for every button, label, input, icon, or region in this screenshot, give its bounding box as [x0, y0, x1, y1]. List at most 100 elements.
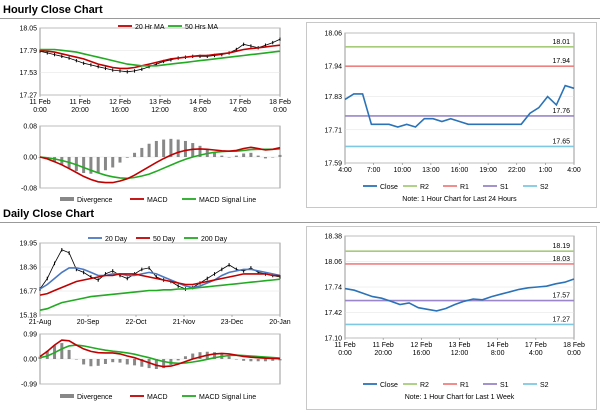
daily-macd-divergence-bar [271, 359, 275, 361]
daily-macd-divergence-bar [67, 349, 71, 359]
daily-macd-divergence-bar [111, 359, 115, 363]
daily-macd-divergence-bar [74, 359, 78, 360]
daily-macd-divergence-bar [103, 359, 107, 364]
hourly-price-xtick-label: 11 Feb [69, 99, 90, 106]
daily-price-xtick-label: 23-Dec [221, 319, 244, 326]
hourly-macd-divergence-bar [147, 143, 151, 157]
daily-levels-close-line [344, 278, 575, 312]
hourly-levels-level-label-s1: 17.76 [552, 108, 570, 115]
hourly-macd-divergence-bar [213, 152, 217, 157]
hourly-macd-divergence-bar [263, 157, 267, 159]
daily-levels-xtick-label: 13 Feb [449, 342, 471, 349]
daily-levels-xtick-label: 8:00 [491, 350, 505, 357]
daily-macd-divergence-bar [125, 359, 129, 365]
hourly-levels-xtick-label: 4:00 [567, 167, 581, 174]
hourly-macd-divergence-bar [256, 155, 260, 157]
hourly-macd-divergence-bar [242, 153, 246, 157]
hourly-price-xtick-label: 13 Feb [149, 99, 171, 106]
daily-macd-ytick-label: 0.00 [23, 357, 37, 364]
hourly-macd-macd-line [39, 146, 281, 184]
daily-macd-divergence-bar [249, 359, 253, 362]
hourly-section-title: Hourly Close Chart [3, 4, 103, 16]
hourly-levels-ytick-label: 17.83 [324, 94, 342, 101]
daily-macd-ytick-label: -0.99 [21, 382, 37, 389]
hourly-macd-legend-signal-label: MACD Signal Line [199, 197, 256, 204]
hourly-macd-divergence-bar [133, 152, 137, 157]
hourly-price-xtick-label: 8:00 [193, 107, 207, 114]
hourly-levels-xtick-label: 22:00 [508, 167, 526, 174]
daily-macd-divergence-bar [140, 359, 144, 367]
daily-price-xtick-label: 21-Aug [29, 319, 52, 326]
hourly-macd-divergence-bar [198, 145, 202, 157]
daily-price-ytick-label: 19.95 [19, 241, 37, 248]
daily-macd-divergence-bar [118, 359, 122, 363]
hourly-macd-divergence-bar [154, 140, 158, 157]
daily-macd-ytick-label: 0.99 [23, 332, 37, 339]
hourly-levels-legend-s1-label: S1 [500, 184, 509, 191]
hourly-price-series-line [40, 48, 281, 67]
daily-title-rule [0, 222, 600, 223]
hourly-levels-close-line [344, 84, 575, 128]
hourly-price-xtick-label: 18 Feb [269, 99, 291, 106]
hourly-levels-panel [306, 22, 597, 208]
daily-macd-divergence-bar [89, 359, 93, 367]
daily-macd-divergence-bar [256, 359, 260, 362]
daily-macd-divergence-bar [227, 356, 231, 359]
daily-macd-legend-divergence-swatch [60, 394, 74, 398]
daily-macd-macd-line [39, 339, 281, 368]
daily-legend-200day-label: 200 Day [201, 236, 228, 243]
hourly-price-xtick-label: 16:00 [111, 107, 129, 114]
hourly-levels-xtick-label: 13:00 [422, 167, 440, 174]
daily-macd-divergence-bar [191, 353, 195, 359]
hourly-price-series-line [39, 44, 281, 70]
daily-levels-xtick-label: 12 Feb [410, 342, 432, 349]
daily-levels-xtick-label: 0:00 [338, 350, 352, 357]
daily-macd-divergence-bar [154, 359, 158, 369]
daily-legend-50day-label: 50 Day [153, 236, 176, 243]
daily-macd-divergence-bar [263, 359, 267, 362]
hourly-levels-level-label-r2: 18.01 [552, 39, 570, 46]
daily-levels-xtick-label: 11 Feb [334, 342, 355, 349]
daily-macd-divergence-bar [82, 359, 86, 365]
daily-levels-xtick-label: 20:00 [374, 350, 392, 357]
daily-macd-divergence-bar [96, 359, 100, 366]
hourly-price-xtick-label: 17 Feb [229, 99, 251, 106]
hourly-macd-legend-divergence-swatch [60, 197, 74, 201]
daily-macd-legend-signal-label: MACD Signal Line [199, 394, 256, 401]
hourly-price-xtick-label: 14 Feb [189, 99, 211, 106]
hourly-macd-divergence-bar [162, 139, 166, 157]
hourly-price-xtick-label: 0:00 [33, 107, 47, 114]
daily-levels-xtick-label: 14 Feb [487, 342, 509, 349]
daily-levels-xtick-label: 17 Feb [525, 342, 547, 349]
daily-levels-level-label-s2: 17.27 [552, 316, 570, 323]
hourly-macd-divergence-bar [140, 147, 144, 157]
daily-macd-divergence-bar [133, 359, 137, 366]
hourly-levels-xtick-label: 4:00 [338, 167, 352, 174]
hourly-levels-legend-s2-label: S2 [540, 184, 549, 191]
daily-levels-legend-s2-label: S2 [540, 382, 549, 389]
daily-macd-divergence-bar [242, 359, 246, 361]
hourly-macd-divergence-bar [227, 157, 231, 158]
daily-price-xtick-label: 20-Jan [269, 319, 291, 326]
hourly-price-xtick-label: 0:00 [273, 107, 287, 114]
daily-levels-ytick-label: 17.42 [324, 310, 342, 317]
daily-macd-divergence-bar [278, 359, 282, 361]
hourly-macd-ytick-label: -0.08 [21, 186, 37, 193]
hourly-macd-divergence-bar [103, 157, 107, 171]
daily-levels-panel [306, 226, 597, 410]
daily-macd-divergence-bar [60, 343, 64, 359]
daily-levels-ytick-label: 18.38 [324, 234, 342, 241]
hourly-legend-20hr-label: 20 Hr MA [135, 24, 165, 31]
daily-price-series-line [39, 267, 281, 290]
hourly-macd-legend-divergence-label: Divergence [77, 197, 113, 204]
daily-levels-xtick-label: 16:00 [413, 350, 431, 357]
hourly-macd-ytick-label: 0.08 [23, 124, 37, 131]
daily-macd-divergence-bar [45, 350, 49, 359]
daily-price-ytick-label: 15.18 [19, 313, 37, 320]
hourly-levels-legend-r1-label: R1 [460, 184, 469, 191]
hourly-price-xtick-label: 12 Feb [109, 99, 131, 106]
daily-macd-legend-macd-label: MACD [147, 394, 168, 401]
hourly-levels-note: Note: 1 Hour Chart for Last 24 Hours [402, 196, 517, 203]
hourly-price-xtick-label: 11 Feb [29, 99, 50, 106]
